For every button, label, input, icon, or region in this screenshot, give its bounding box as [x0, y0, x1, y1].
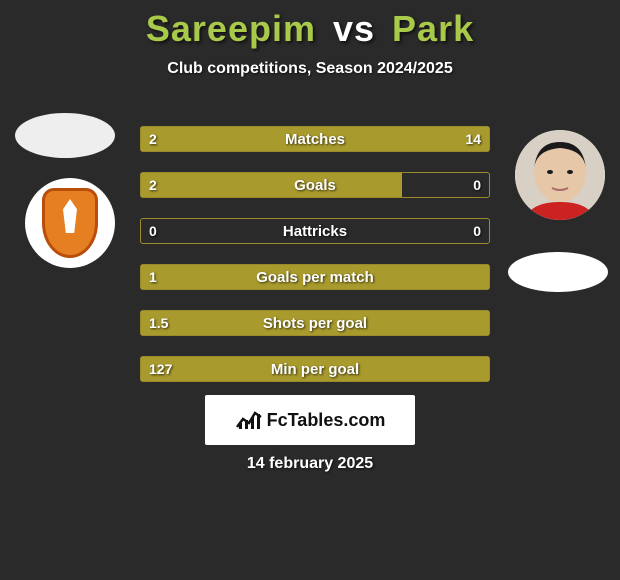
bar-fill-right [183, 127, 489, 151]
stat-row: Min per goal127 [140, 356, 490, 382]
player2-club-badge [508, 252, 608, 292]
brand-text: FcTables.com [267, 410, 386, 431]
face-placeholder-icon [515, 130, 605, 220]
brand-box: FcTables.com [205, 395, 415, 445]
date-label: 14 february 2025 [0, 455, 620, 473]
stat-row: Goals20 [140, 172, 490, 198]
brand-chart-icon [235, 409, 263, 431]
subtitle: Club competitions, Season 2024/2025 [0, 60, 620, 78]
player1-club-badge [25, 178, 115, 268]
stat-row: Hattricks00 [140, 218, 490, 244]
bar-fill-left [141, 265, 489, 289]
bar-fill-left [141, 357, 489, 381]
vs-label: vs [333, 8, 375, 49]
player1-name: Sareepim [146, 8, 316, 49]
player2-name: Park [392, 8, 474, 49]
club-shield-icon [42, 188, 98, 258]
player2-avatar [515, 130, 605, 220]
bar-fill-left [141, 127, 183, 151]
stat-row: Matches214 [140, 126, 490, 152]
comparison-title: Sareepim vs Park [0, 0, 620, 50]
stat-row: Goals per match1 [140, 264, 490, 290]
stat-row: Shots per goal1.5 [140, 310, 490, 336]
bar-fill-left [141, 311, 489, 335]
stats-bars: Matches214 Goals20 Hattricks00 Goals per ma… [140, 126, 490, 402]
bar-fill-left [141, 173, 402, 197]
player1-avatar [15, 113, 115, 158]
